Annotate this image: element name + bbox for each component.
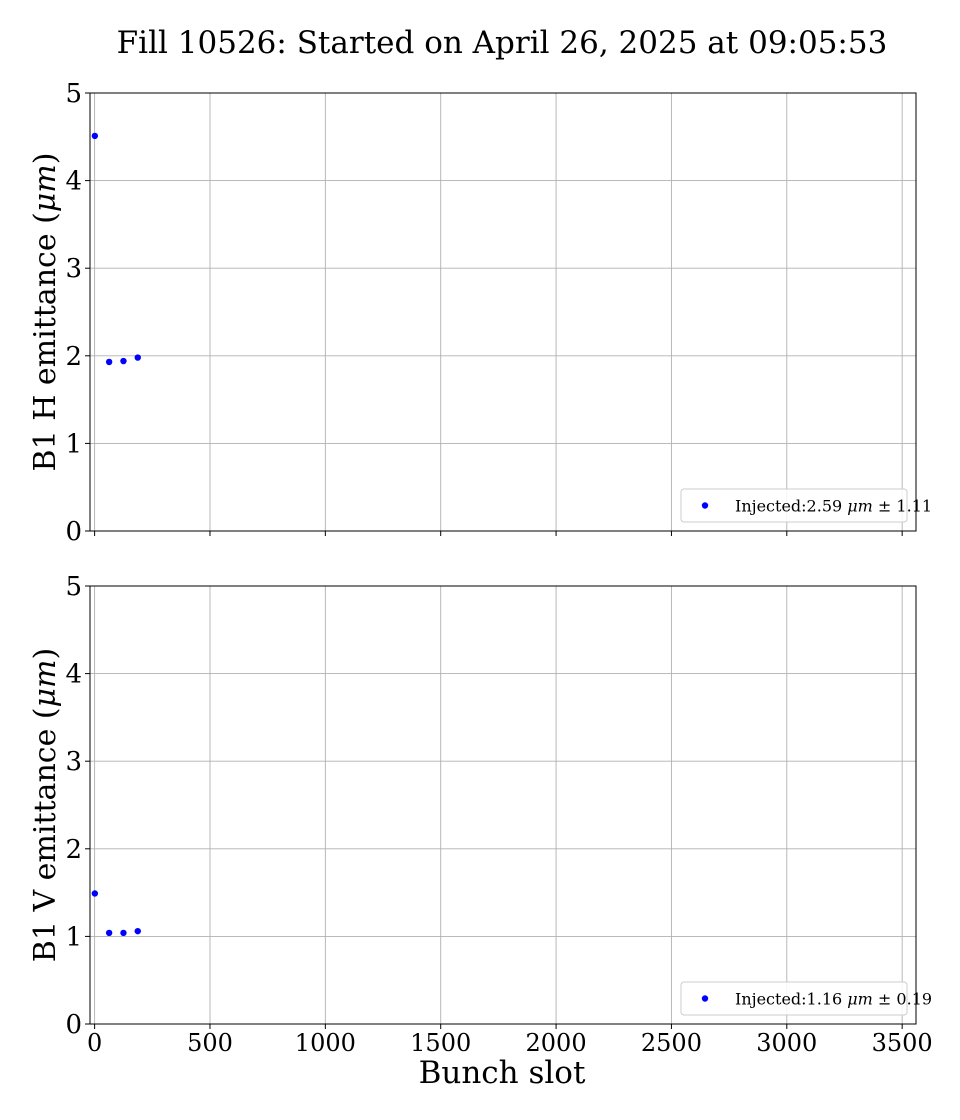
legend-label-suffix: ± 1.11	[873, 497, 932, 516]
data-point	[105, 358, 113, 366]
x-tick-label: 2500	[641, 1029, 702, 1057]
legend-label-text: Injected:2.59	[735, 497, 847, 516]
plot-frame	[89, 585, 917, 1025]
y-tick-label: 5	[65, 79, 82, 109]
y-tick-label: 1	[65, 922, 82, 952]
x-axis-label: Bunch slot	[419, 1055, 586, 1091]
legend-label-text: Injected:1.16	[735, 990, 847, 1009]
legend-label: Injected:2.59 μm ± 1.11	[735, 497, 932, 516]
legend-label-suffix: ± 0.19	[873, 990, 932, 1009]
y-tick-label: 4	[65, 167, 82, 197]
y-axis-label-close: )	[28, 153, 63, 165]
x-tick-label: 1500	[410, 1029, 471, 1057]
x-tick-label: 500	[187, 1029, 233, 1057]
y-tick-label: 1	[65, 429, 82, 459]
legend-marker	[701, 995, 709, 1002]
data-point	[105, 929, 113, 937]
x-tick-label: 0	[87, 1029, 102, 1057]
x-tick-label: 3000	[756, 1029, 817, 1057]
plot-frame	[89, 92, 917, 532]
data-point	[134, 927, 141, 935]
x-tick-label: 1000	[295, 1029, 356, 1057]
y-tick-label: 3	[65, 254, 82, 284]
legend-box	[680, 488, 908, 523]
y-axis-label: B1 V emittance (μm)	[28, 648, 63, 962]
data-point	[91, 890, 99, 897]
data-point	[120, 929, 127, 937]
y-tick-label: 3	[65, 747, 82, 777]
y-tick-label: 2	[65, 342, 82, 372]
panel-2: 0 500 1000 1500 2000 2500 3000 3500 0 1 2 3 4 5 B1 V e…	[28, 572, 933, 1057]
legend-box	[680, 981, 908, 1016]
y-axis-label-text: B1 V emittance (	[28, 707, 63, 962]
data-point	[120, 357, 127, 365]
y-tick-label: 4	[65, 660, 82, 690]
y-axis-label-close: )	[28, 648, 63, 660]
data-point	[91, 132, 99, 140]
legend-label-unit: μm	[847, 497, 873, 516]
y-tick-label: 2	[65, 835, 82, 865]
y-tick-label: 5	[65, 572, 82, 602]
y-tick-label: 0	[65, 1010, 82, 1040]
x-tick-label: 3500	[872, 1029, 933, 1057]
y-axis-label-unit: μm	[28, 659, 63, 707]
y-axis-label-text: B1 H emittance (	[28, 212, 63, 471]
legend-label: Injected:1.16 μm ± 0.19	[735, 990, 932, 1009]
y-axis-label-unit: μm	[28, 164, 63, 212]
y-axis-label: B1 H emittance (μm)	[28, 153, 63, 472]
y-tick-label: 0	[65, 517, 82, 547]
x-tick-label: 2000	[526, 1029, 587, 1057]
legend-label-unit: μm	[847, 990, 873, 1009]
data-point	[134, 354, 141, 361]
figure-title: Fill 10526: Started on April 26, 2025 at…	[117, 25, 888, 61]
legend-marker	[701, 502, 709, 509]
